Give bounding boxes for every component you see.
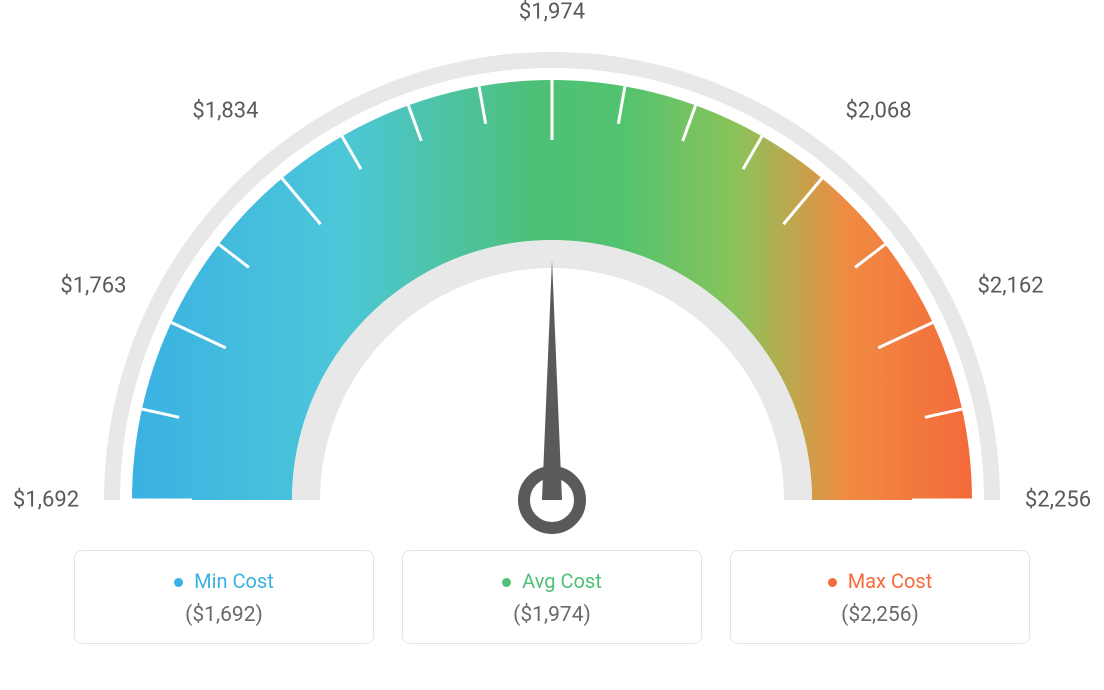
gauge-tick-label: $2,162: [978, 274, 1044, 299]
gauge-tick-label: $2,256: [1025, 488, 1091, 513]
legend-title-avg: Avg Cost: [423, 569, 681, 593]
legend-title-max: Max Cost: [751, 569, 1009, 593]
legend-title-label: Avg Cost: [522, 569, 602, 593]
legend-title-label: Min Cost: [194, 569, 274, 593]
gauge-tick-label: $1,834: [192, 98, 258, 123]
gauge-tick-label: $1,692: [13, 488, 79, 513]
legend-card-max: Max Cost ($2,256): [730, 550, 1030, 644]
legend-value-avg: ($1,974): [423, 603, 681, 627]
legend-card-avg: Avg Cost ($1,974): [402, 550, 702, 644]
legend-title-label: Max Cost: [848, 569, 933, 593]
legend-value-min: ($1,692): [95, 603, 353, 627]
gauge-chart: $1,692 $1,763 $1,834 $1,974 $2,068 $2,162 $2,2…: [0, 0, 1104, 540]
gauge-tick-label: $1,974: [519, 0, 585, 25]
dot-icon: [174, 578, 183, 587]
legend-row: Min Cost ($1,692) Avg Cost ($1,974) Max …: [0, 550, 1104, 644]
gauge-tick-label: $1,763: [60, 274, 126, 299]
gauge-svg: [0, 0, 1104, 540]
gauge-tick-label: $2,068: [845, 98, 911, 123]
dot-icon: [828, 578, 837, 587]
legend-title-min: Min Cost: [95, 569, 353, 593]
legend-value-max: ($2,256): [751, 603, 1009, 627]
legend-card-min: Min Cost ($1,692): [74, 550, 374, 644]
dot-icon: [502, 578, 511, 587]
